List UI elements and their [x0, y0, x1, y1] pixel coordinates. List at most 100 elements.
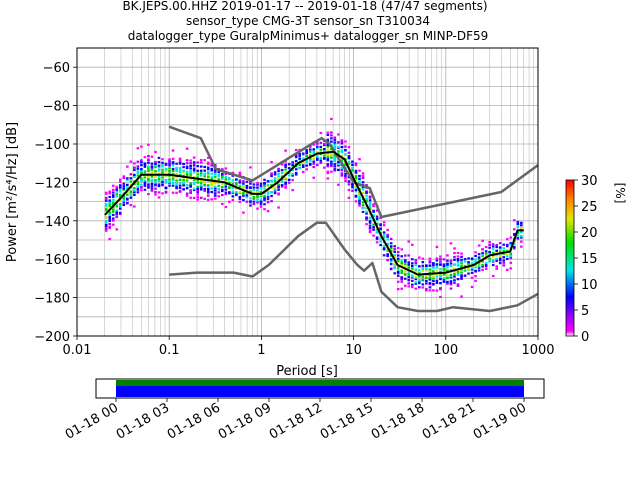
psd-histogram-cell	[147, 161, 150, 164]
psd-histogram-cell	[520, 228, 523, 231]
psd-histogram-cell	[217, 188, 221, 191]
psd-histogram-cell	[175, 176, 178, 179]
plot-background	[77, 48, 538, 336]
psd-histogram-cell	[115, 211, 119, 214]
psd-histogram-cell	[238, 191, 242, 194]
psd-histogram-cell	[491, 248, 495, 251]
psd-histogram-cell	[168, 159, 171, 162]
psd-histogram-cell	[456, 283, 460, 286]
psd-histogram-cell	[435, 269, 439, 272]
psd-histogram-cell	[277, 172, 280, 176]
x-axis-ticks: 0.01 0.1 1 10 100 1000	[63, 336, 555, 358]
psd-histogram-cell	[136, 170, 140, 173]
psd-histogram-cell	[111, 198, 115, 201]
psd-histogram-cell	[421, 264, 425, 267]
psd-histogram-cell	[358, 195, 361, 198]
psd-histogram-cell	[249, 182, 252, 185]
psd-histogram-cell	[333, 148, 337, 151]
psd-histogram-cell	[136, 183, 140, 186]
psd-histogram-cell	[249, 166, 252, 169]
psd-histogram-cell	[189, 191, 192, 194]
psd-histogram-cell	[400, 261, 404, 265]
psd-histogram-cell	[435, 279, 439, 282]
psd-histogram-cell	[470, 265, 474, 268]
psd-histogram-cell	[484, 245, 488, 249]
psd-histogram-cell	[291, 174, 294, 177]
psd-histogram-cell	[333, 138, 337, 141]
psd-histogram-cell	[428, 282, 432, 285]
psd-histogram-cell	[161, 192, 164, 195]
psd-histogram-cell	[435, 281, 439, 284]
psd-histogram-cell	[400, 277, 404, 280]
psd-histogram-cell	[351, 182, 354, 185]
psd-histogram-cell	[442, 273, 446, 276]
psd-histogram-cell	[273, 192, 277, 195]
psd-histogram-cell	[108, 217, 112, 221]
psd-histogram-cell	[210, 177, 214, 180]
psd-histogram-cell	[196, 178, 199, 182]
psd-histogram-cell	[199, 169, 203, 172]
psd-histogram-cell	[249, 186, 252, 189]
psd-histogram-cell	[481, 239, 484, 242]
psd-histogram-cell	[256, 183, 259, 186]
psd-histogram-cell	[259, 205, 263, 208]
psd-histogram-cell	[389, 254, 393, 257]
psd-histogram-cell	[315, 151, 319, 154]
psd-histogram-cell	[463, 265, 467, 268]
psd-histogram-cell	[449, 264, 453, 267]
psd-histogram-cell	[111, 223, 115, 226]
psd-histogram-cell	[213, 192, 217, 195]
psd-histogram-cell	[140, 164, 143, 167]
timeline-tick-label: 01-18 12	[267, 400, 325, 442]
psd-histogram-cell	[421, 257, 425, 260]
psd-histogram-cell	[484, 254, 488, 257]
psd-histogram-cell	[168, 169, 171, 173]
title-line1: BK.JEPS.00.HHZ 2019-01-17 -- 2019-01-18 …	[122, 0, 487, 13]
psd-histogram-cell	[224, 172, 228, 176]
psd-histogram-cell	[435, 263, 439, 266]
psd-histogram-cell	[368, 195, 372, 198]
psd-histogram-cell	[403, 259, 407, 262]
psd-histogram-cell	[263, 184, 266, 187]
psd-histogram-cell	[266, 195, 270, 198]
psd-histogram-cell	[347, 188, 351, 192]
psd-histogram-cell	[235, 182, 238, 185]
psd-histogram-cell	[266, 201, 270, 204]
psd-histogram-cell	[280, 185, 284, 188]
psd-histogram-cell	[154, 193, 157, 196]
psd-histogram-cell	[389, 245, 393, 248]
psd-histogram-cell	[143, 182, 147, 185]
psd-histogram-cell	[326, 131, 330, 134]
psd-histogram-cell	[365, 197, 368, 200]
psd-histogram-cell	[446, 276, 449, 280]
psd-histogram-cell	[147, 158, 150, 161]
psd-histogram-cell	[224, 191, 228, 194]
psd-histogram-cell	[396, 270, 400, 274]
psd-histogram-cell	[414, 276, 418, 279]
psd-histogram-cell	[516, 231, 520, 235]
psd-histogram-cell	[199, 174, 203, 177]
psd-histogram-cell	[104, 204, 108, 208]
psd-histogram-cell	[396, 266, 400, 269]
psd-histogram-cell	[425, 288, 428, 291]
psd-histogram-cell	[171, 149, 175, 152]
psd-histogram-cell	[140, 159, 143, 162]
psd-histogram-cell	[407, 261, 411, 264]
psd-histogram-cell	[140, 189, 143, 192]
y-tick-label: −160	[34, 253, 70, 268]
psd-histogram-cell	[351, 166, 354, 169]
psd-histogram-cell	[351, 163, 354, 166]
psd-histogram-cell	[410, 274, 414, 277]
psd-histogram-cell	[358, 180, 361, 183]
psd-histogram-cell	[154, 175, 157, 178]
colorbar-tick-label: 25	[581, 200, 598, 215]
psd-histogram-cell	[115, 188, 119, 192]
psd-histogram-cell	[361, 207, 365, 210]
psd-histogram-cell	[456, 260, 460, 263]
psd-histogram-cell	[428, 278, 432, 281]
psd-histogram-cell	[308, 159, 312, 162]
psd-histogram-cell	[358, 169, 361, 172]
psd-histogram-cell	[372, 223, 375, 226]
psd-histogram-cell	[196, 185, 199, 188]
psd-histogram-cell	[372, 209, 375, 212]
